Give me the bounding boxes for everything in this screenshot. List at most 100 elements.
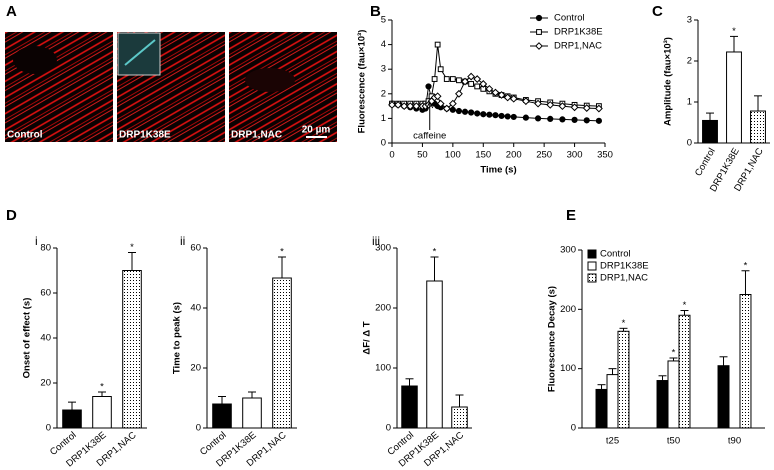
data-point (497, 91, 506, 99)
data-point (474, 83, 481, 90)
data-point (449, 76, 456, 82)
subpanel-label: ii (180, 234, 185, 248)
subpanel-label: i (35, 234, 38, 248)
data-point (448, 99, 457, 108)
y-tick-label: 0 (196, 423, 201, 434)
legend-label: DRP1K38E (554, 27, 603, 38)
bar (617, 330, 630, 429)
x-tick-label: Control (693, 146, 718, 178)
y-tick-label: 200 (560, 304, 576, 315)
y-axis-label: Amplitude (fau×10³) (663, 37, 674, 126)
y-tick-label: 0 (571, 423, 576, 434)
y-tick-label: 60 (190, 243, 201, 254)
y-tick-label: 100 (560, 363, 576, 374)
significance-mark: * (433, 247, 437, 258)
significance-mark: * (744, 260, 748, 271)
bar (212, 403, 232, 429)
data-point (558, 102, 567, 111)
data-point (434, 41, 441, 48)
legend-label: Control (554, 13, 585, 24)
data-point (479, 80, 488, 88)
data-point (400, 102, 409, 111)
data-point (455, 107, 463, 115)
x-tick-label: t50 (667, 436, 680, 447)
data-point (492, 112, 499, 119)
panel-letter: A (6, 3, 17, 20)
panel-letter: E (566, 207, 576, 224)
data-point (467, 72, 476, 81)
y-tick-label: 0 (687, 138, 692, 149)
bar (750, 110, 766, 144)
y-tick-label: 60 (40, 288, 51, 299)
legend-swatch (587, 249, 597, 259)
data-point (521, 97, 530, 106)
annotation: caffeine (413, 131, 446, 142)
x-tick-label: 0 (389, 150, 394, 161)
data-point (412, 102, 421, 111)
significance-mark: * (622, 318, 626, 329)
data-point (595, 104, 603, 113)
data-point (546, 100, 555, 109)
image-label: DRP1,NAC (231, 130, 282, 141)
y-tick-label: 3 (381, 64, 386, 75)
legend-label: DRP1K38E (600, 261, 649, 272)
bar (726, 51, 742, 144)
data-point (480, 111, 487, 118)
y-tick-label: 0 (386, 423, 391, 434)
x-tick-label: 150 (475, 150, 491, 161)
significance-mark: * (130, 242, 134, 253)
legend-marker (535, 14, 543, 22)
bar (122, 270, 142, 429)
data-point (394, 100, 402, 109)
data-point (582, 104, 591, 112)
y-tick-label: 80 (40, 243, 51, 254)
nucleus (245, 68, 295, 92)
y-tick-label: 0 (381, 138, 386, 149)
data-point (468, 81, 475, 87)
nucleus (13, 46, 57, 74)
data-point (498, 112, 505, 120)
legend-label: DRP1,NAC (600, 273, 648, 284)
significance-mark: * (100, 382, 104, 393)
arrow-head (426, 100, 434, 109)
bar (272, 277, 292, 429)
bar (595, 388, 608, 429)
bar (451, 406, 468, 429)
y-tick-label: 40 (190, 303, 201, 314)
data-point (595, 117, 603, 124)
data-point (473, 75, 482, 83)
x-tick-label: 200 (506, 150, 522, 161)
legend-swatch (587, 273, 597, 283)
y-tick-label: 1 (687, 97, 692, 108)
y-tick-label: 4 (381, 39, 386, 50)
y-axis-label: Fluorescence (fau×10³) (357, 30, 368, 134)
y-tick-label: 2 (687, 56, 692, 67)
panel-letter: B (370, 3, 381, 20)
data-point (485, 84, 494, 93)
data-point (388, 100, 396, 109)
data-point (570, 103, 579, 112)
bar (678, 314, 691, 429)
x-tick-label: t90 (728, 436, 741, 447)
y-tick-label: 5 (381, 15, 386, 26)
data-point (583, 117, 590, 124)
data-point (509, 94, 518, 103)
data-point (436, 99, 445, 108)
series-line (392, 44, 599, 107)
data-point (461, 108, 469, 115)
y-tick-label: 3 (687, 15, 692, 26)
data-point (547, 115, 554, 122)
data-point (468, 109, 475, 116)
data-point (486, 111, 493, 118)
panel-letter: C (652, 3, 663, 20)
bar (702, 119, 718, 144)
bar (62, 409, 82, 429)
y-tick-label: 300 (560, 245, 576, 256)
data-point (455, 89, 463, 98)
data-point (534, 115, 542, 122)
legend-marker (535, 42, 543, 50)
image-label: Control (7, 130, 43, 141)
y-axis-label: Time to peak (s) (172, 302, 183, 374)
bar (401, 385, 418, 429)
